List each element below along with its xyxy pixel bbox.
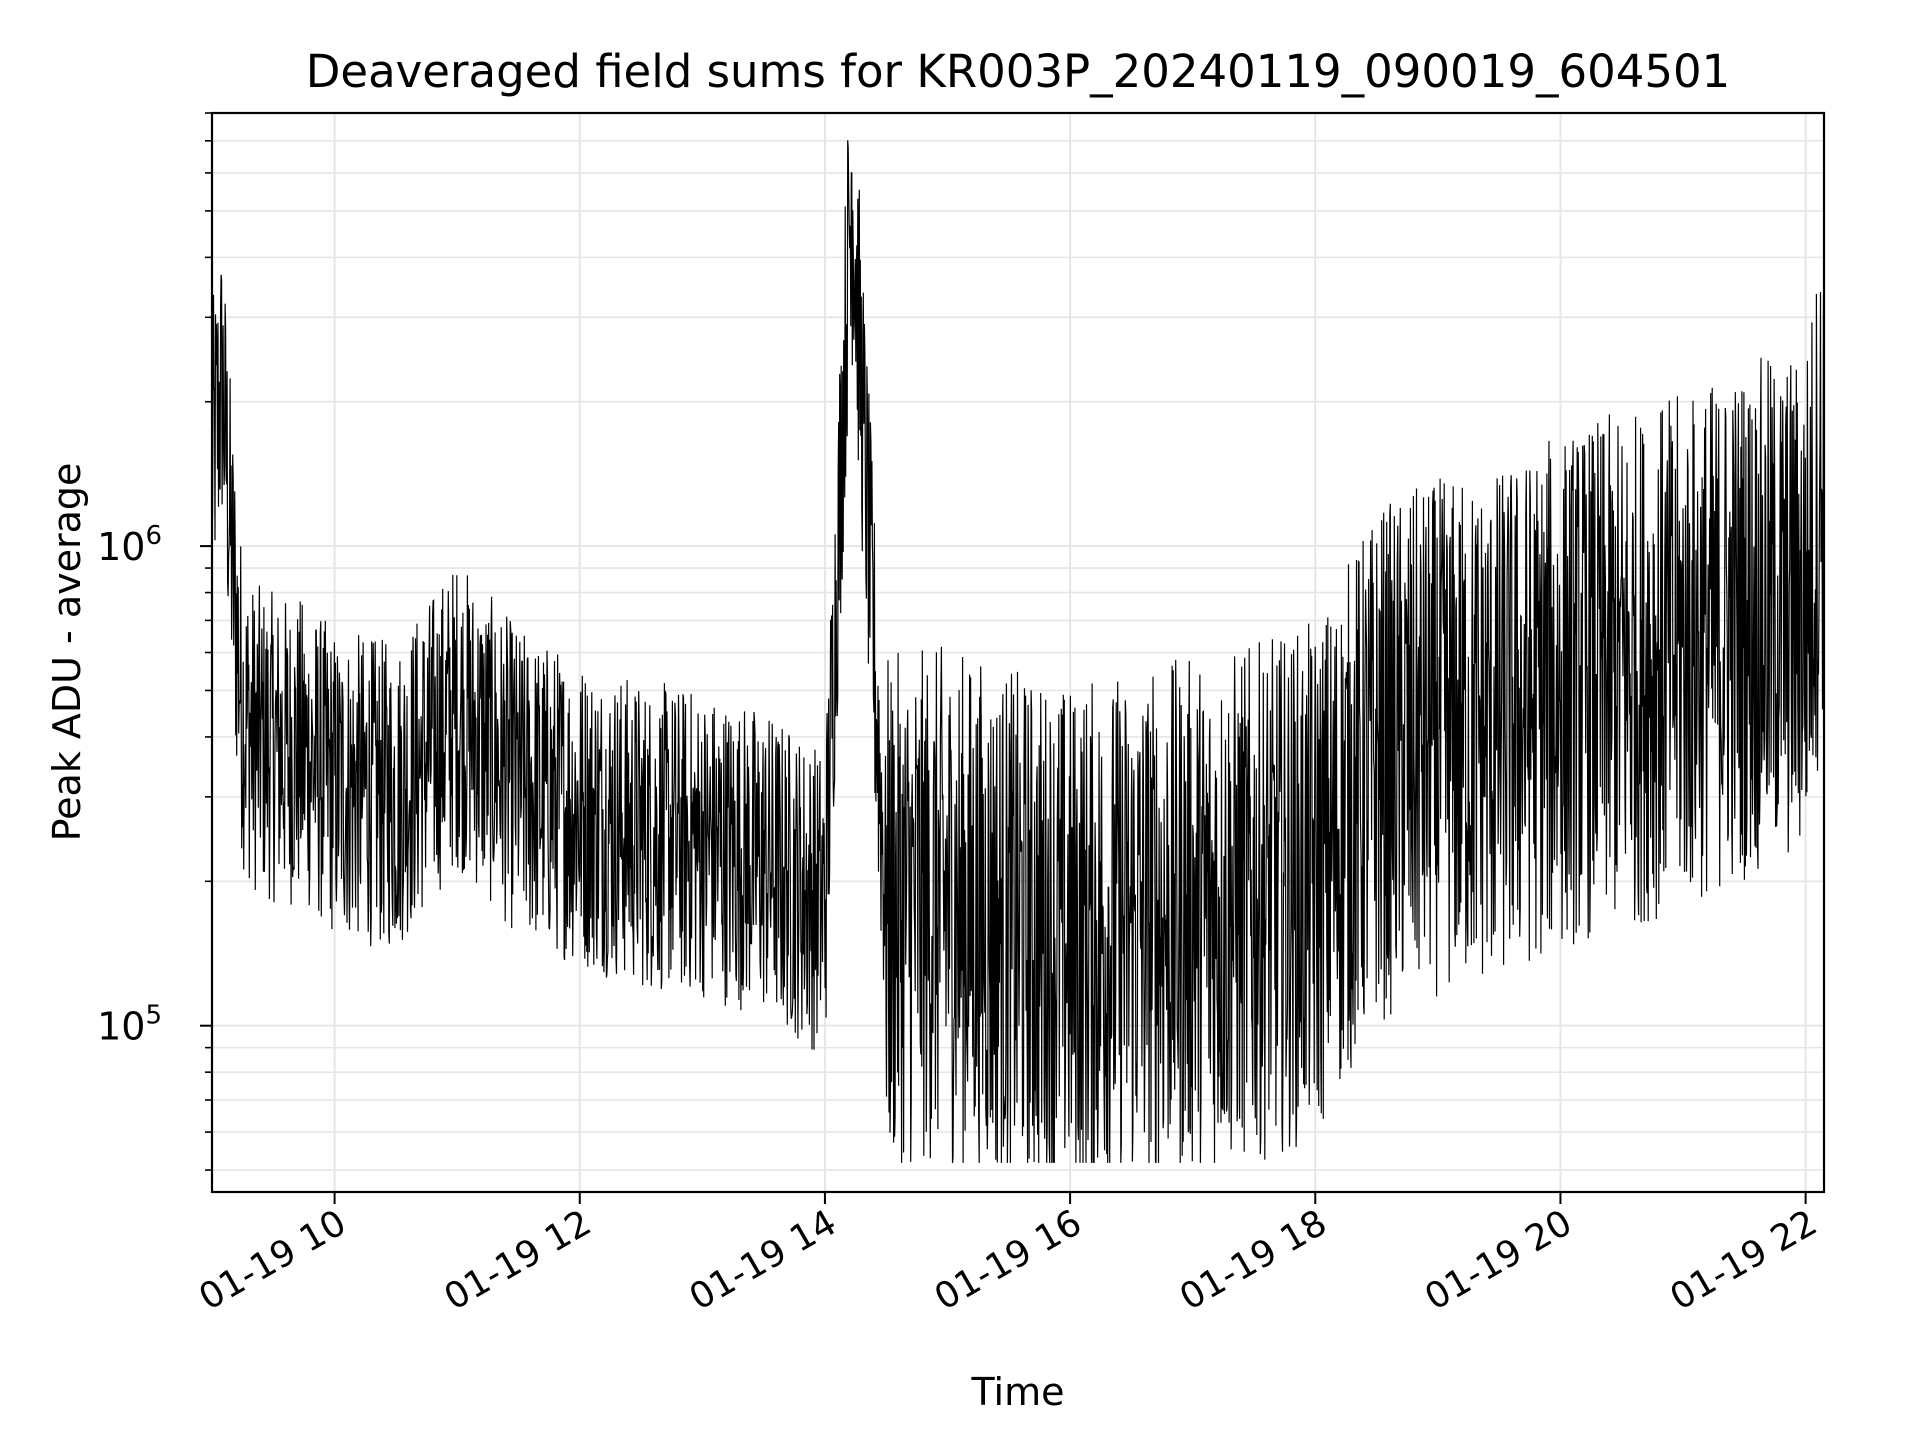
y-tick-label: 105 [97,1001,162,1049]
x-axis-label: Time [971,1370,1065,1414]
y-axis-label: Peak ADU - average [45,463,89,842]
series-line [211,140,1825,1164]
series-path [211,140,1825,1164]
chart-title: Deaveraged field sums for KR003P_2024011… [306,45,1730,98]
y-ticks: 105 106 [97,112,212,1171]
y-tick-label: 106 [97,521,162,569]
